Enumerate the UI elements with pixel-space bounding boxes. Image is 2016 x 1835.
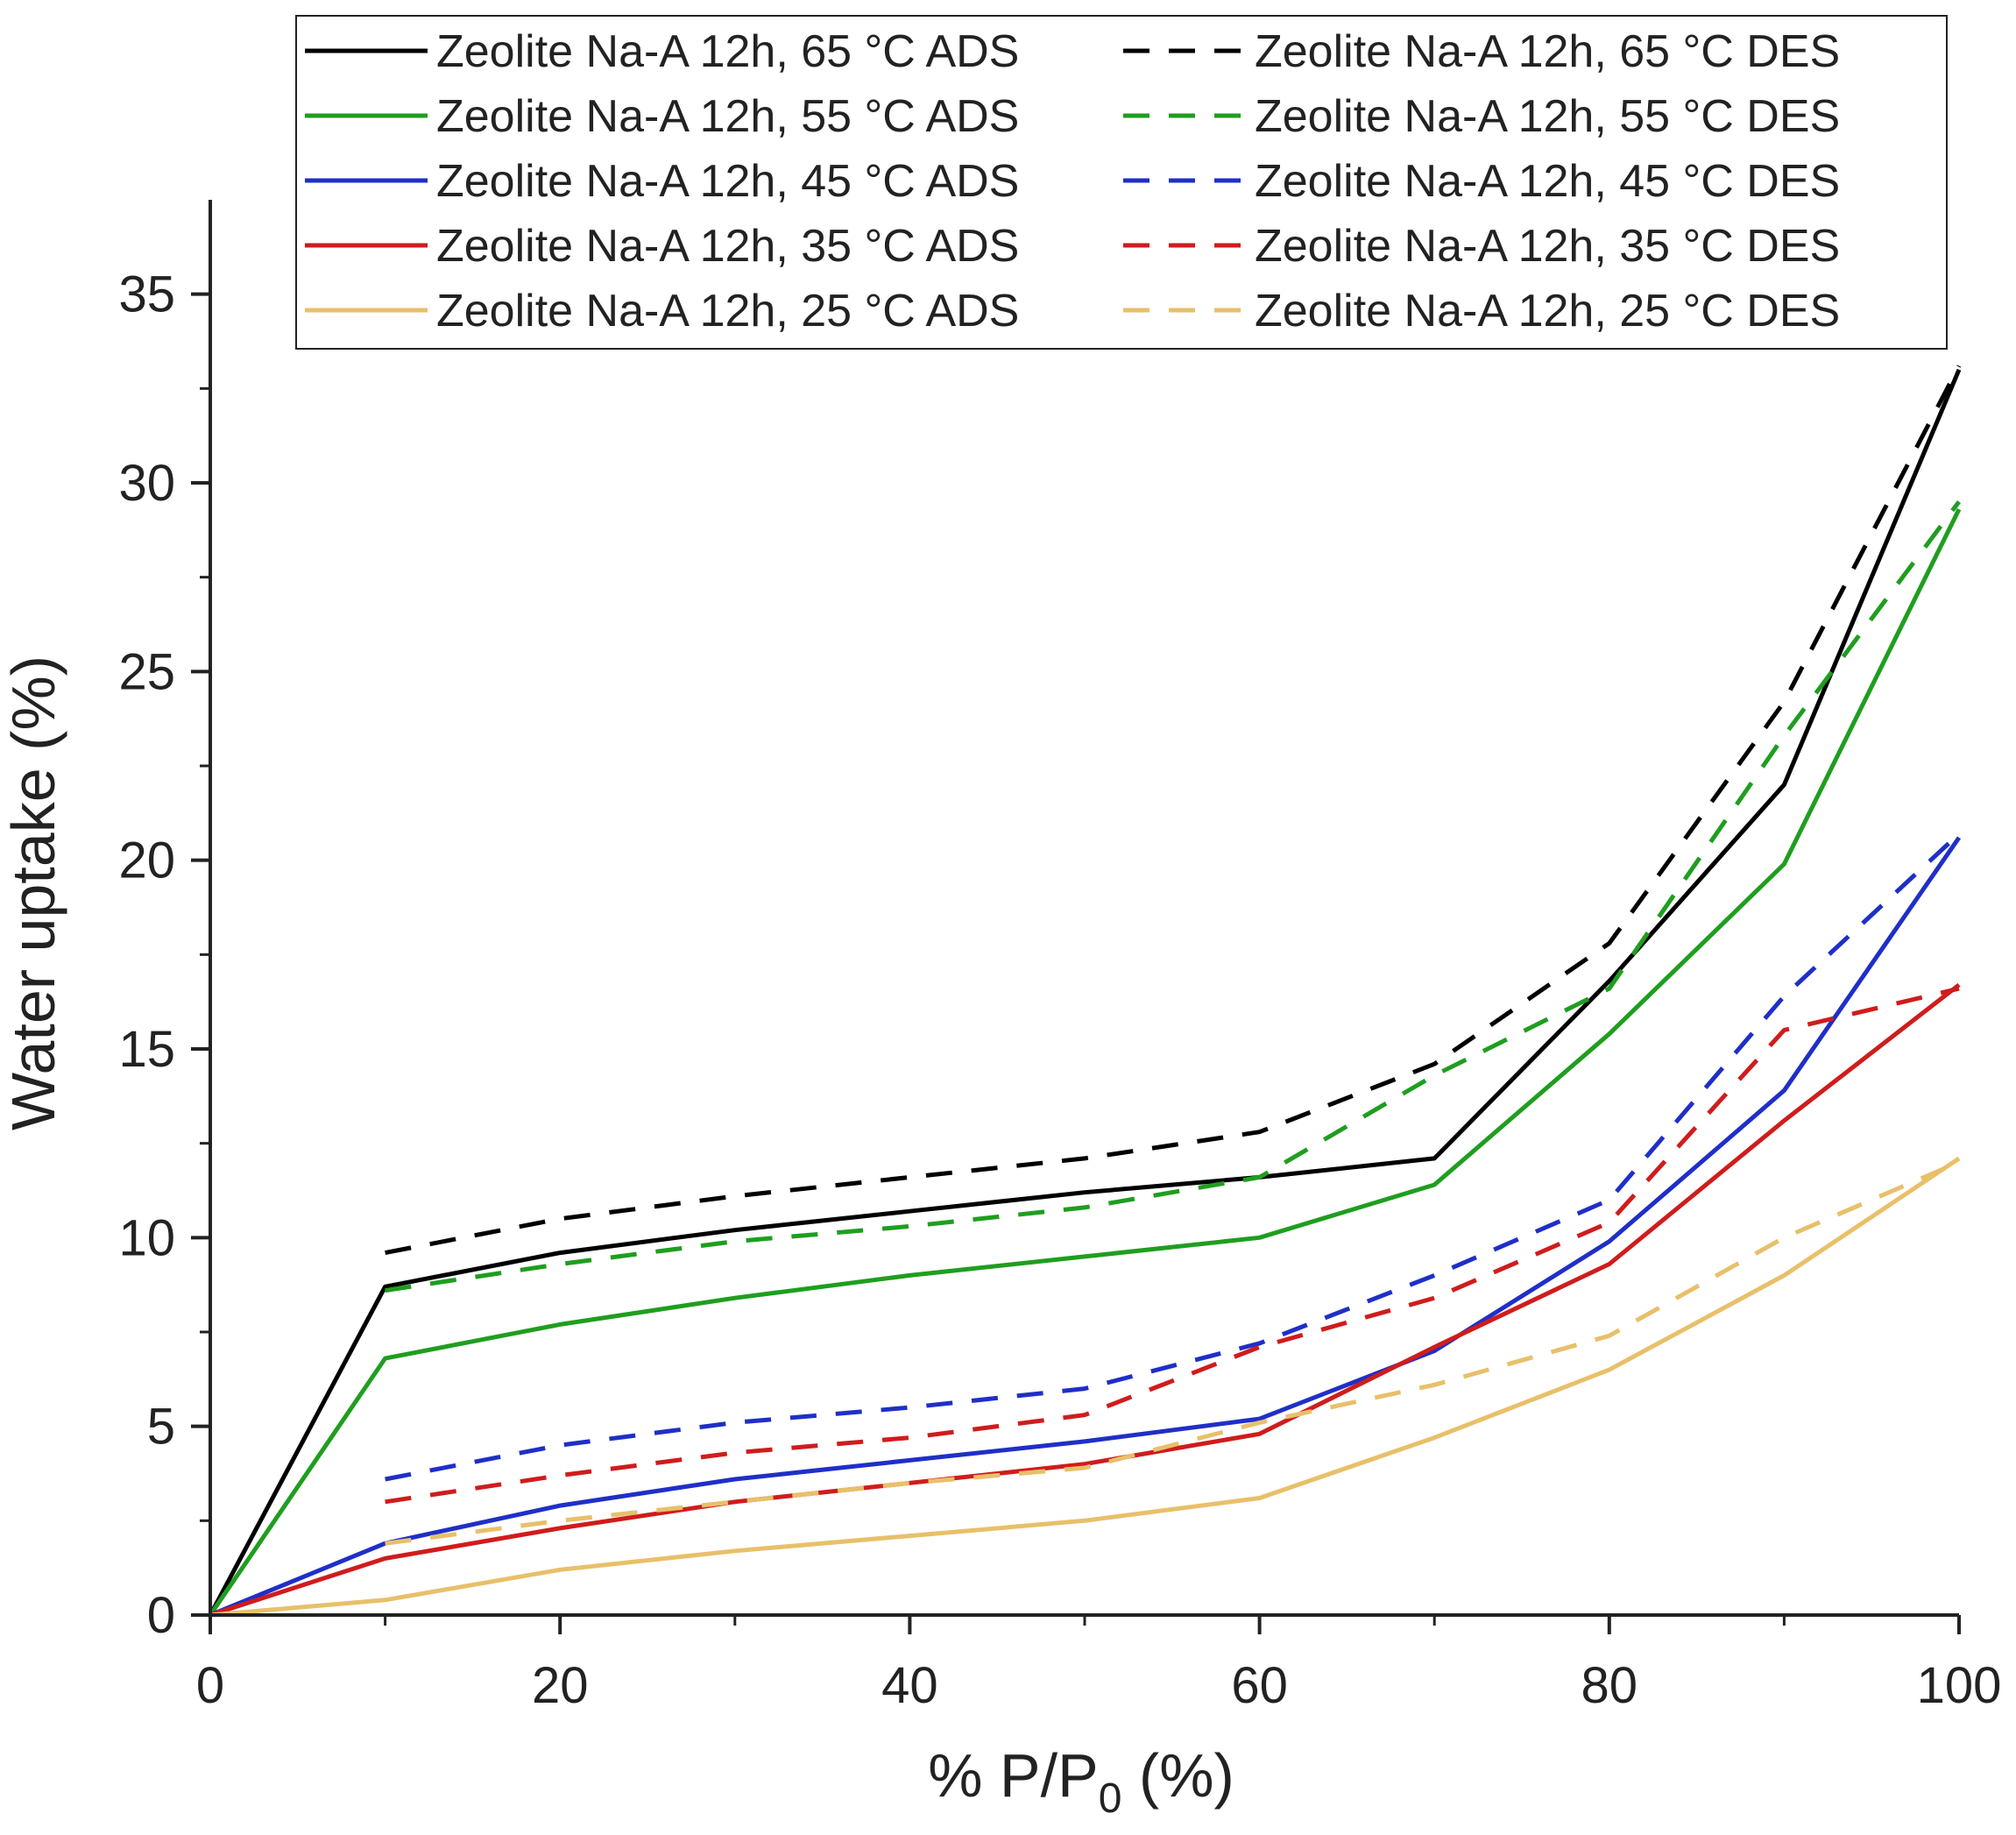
legend-label: Zeolite Na-A 12h, 65 °C DES [1255, 26, 1840, 77]
x-tick-label: 0 [196, 1657, 224, 1714]
x-tick-label: 100 [1917, 1657, 2002, 1714]
series-line-zeolite-na-a-12h-65-c-des [385, 365, 1962, 1256]
legend-label: Zeolite Na-A 12h, 25 °C DES [1255, 286, 1840, 337]
series-line-zeolite-na-a-12h-45-c-des [385, 832, 1961, 1482]
legend: Zeolite Na-A 12h, 65 °C ADS Zeolite Na-A … [295, 15, 1948, 350]
series-layer [208, 365, 1962, 1618]
legend-label: Zeolite Na-A 12h, 35 °C DES [1255, 221, 1840, 272]
legend-label: Zeolite Na-A 12h, 25 °C ADS [436, 286, 1019, 337]
legend-label: Zeolite Na-A 12h, 65 °C ADS [436, 26, 1019, 77]
x-axis-title-suffix: (%) [1121, 1741, 1234, 1810]
legend-label: Zeolite Na-A 12h, 45 °C DES [1255, 156, 1840, 207]
legend-label: Zeolite Na-A 12h, 35 °C ADS [436, 221, 1019, 272]
y-tick-label: 10 [118, 1209, 175, 1266]
x-axis-title-prefix: % P/P [928, 1741, 1099, 1810]
ticks: 0 20 40 60 80 100 0 5 10 15 20 25 30 35 [118, 266, 2001, 1714]
y-tick-label: 30 [118, 455, 175, 512]
series-line-zeolite-na-a-12h-35-c-ads [209, 982, 1961, 1618]
series-line-zeolite-na-a-12h-55-c-ads [208, 507, 1962, 1617]
x-axis-title-subscript: 0 [1099, 1775, 1122, 1822]
y-tick-label: 20 [118, 832, 175, 889]
x-tick-label: 40 [881, 1657, 938, 1714]
series-line-zeolite-na-a-12h-65-c-ads [208, 368, 1962, 1617]
legend-label: Zeolite Na-A 12h, 55 °C DES [1255, 91, 1840, 142]
y-tick-label: 25 [118, 643, 175, 700]
x-axis-title: % P/P0 (%) [928, 1741, 1234, 1822]
axes [209, 200, 1959, 1617]
series-line-zeolite-na-a-12h-45-c-ads [209, 836, 1962, 1618]
x-tick-label: 60 [1231, 1657, 1288, 1714]
y-axis-title: Water uptake (%) [0, 655, 67, 1130]
y-tick-label: 5 [147, 1399, 175, 1456]
series-line-zeolite-na-a-12h-25-c-ads [209, 1156, 1961, 1618]
x-tick-label: 20 [532, 1657, 589, 1714]
series-line-zeolite-na-a-12h-25-c-des [385, 1159, 1960, 1546]
series-line-zeolite-na-a-12h-35-c-des [385, 986, 1960, 1505]
series-line-zeolite-na-a-12h-55-c-des [385, 500, 1962, 1293]
y-tick-label: 35 [118, 266, 175, 323]
legend-label: Zeolite Na-A 12h, 55 °C ADS [436, 91, 1019, 142]
y-tick-label: 0 [147, 1587, 175, 1644]
legend-box [295, 15, 1948, 350]
legend-label: Zeolite Na-A 12h, 45 °C ADS [436, 156, 1019, 207]
x-tick-label: 80 [1581, 1657, 1638, 1714]
y-tick-label: 15 [118, 1021, 175, 1078]
